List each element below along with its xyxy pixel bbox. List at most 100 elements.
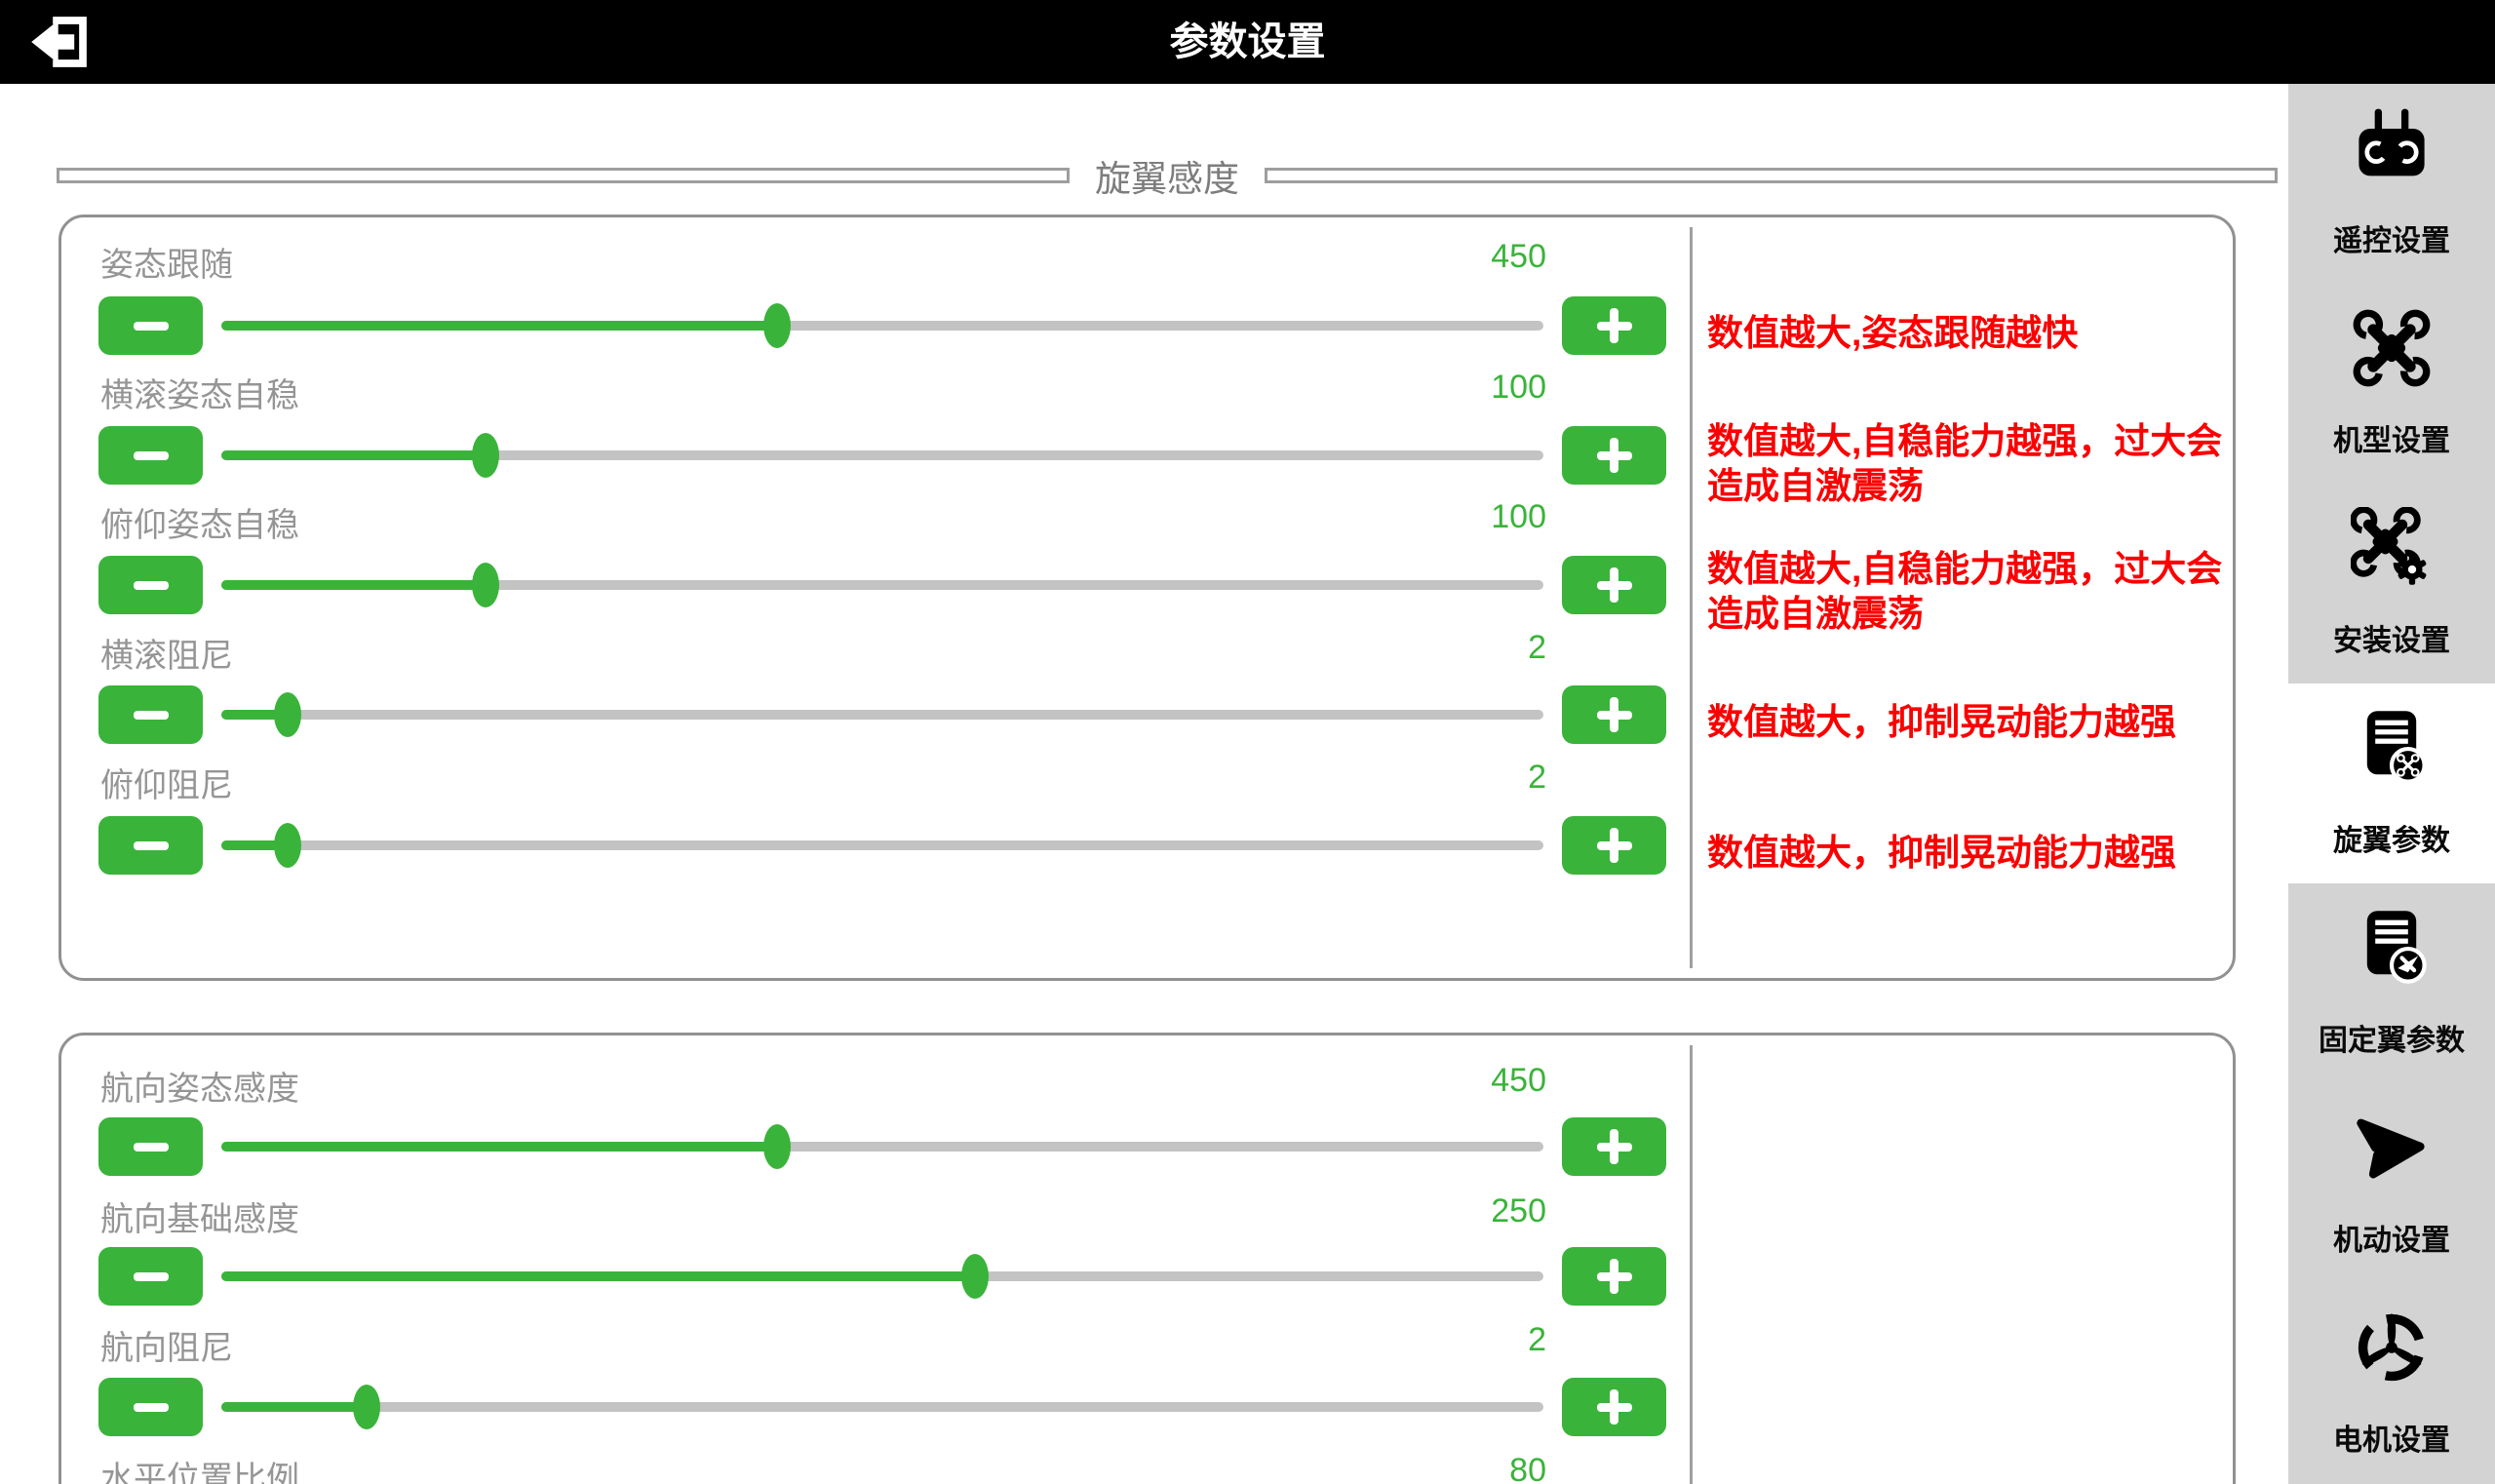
slider-fill	[221, 321, 777, 331]
param-note: 数值越大,自稳能力越强，过大会造成自激震荡	[1707, 549, 2223, 634]
slider-fill	[221, 710, 288, 720]
param-value: 80	[1509, 1452, 1546, 1484]
minus-icon	[133, 1271, 169, 1281]
slider-track[interactable]	[221, 563, 1543, 607]
maneuver-icon	[2351, 1107, 2433, 1189]
decrease-button[interactable]	[98, 685, 203, 744]
param-label: 水平位置比例	[100, 1461, 299, 1484]
decrease-button[interactable]	[98, 1247, 203, 1306]
slider-track[interactable]	[221, 1385, 1543, 1429]
param-value: 450	[1491, 238, 1546, 275]
increase-button[interactable]	[1562, 296, 1666, 355]
decrease-button[interactable]	[98, 1117, 203, 1176]
param-label: 横滚姿态自稳	[100, 377, 299, 414]
slider-fill	[221, 580, 487, 590]
decrease-button[interactable]	[98, 296, 203, 355]
increase-button[interactable]	[1562, 1117, 1666, 1176]
sidebar-item-maneuver-settings[interactable]: 机动设置	[2288, 1083, 2495, 1283]
minus-icon	[133, 840, 169, 850]
param-value: 100	[1491, 369, 1546, 406]
yaw-sensitivity-panel: 航向姿态感度 450 航向基础感度 250 航向阻尼 2 水平位置比例 80	[58, 1033, 2236, 1484]
param-label: 姿态跟随	[100, 247, 233, 284]
param-value: 250	[1491, 1192, 1546, 1230]
slider-thumb[interactable]	[472, 563, 500, 607]
slider-thumb[interactable]	[353, 1385, 381, 1429]
fixedwing-params-icon	[2351, 907, 2433, 989]
slider-fill	[221, 1142, 777, 1152]
sidebar-item-label: 机型设置	[2333, 425, 2450, 457]
param-value: 100	[1491, 498, 1546, 535]
back-button[interactable]	[29, 14, 94, 70]
panel-divider	[1690, 1045, 1693, 1484]
slider-track[interactable]	[221, 303, 1543, 348]
title-bar: 参数设置	[0, 0, 2495, 84]
slider-fill	[221, 450, 487, 460]
minus-icon	[133, 450, 169, 460]
slider-thumb[interactable]	[762, 1124, 791, 1169]
param-value: 2	[1528, 629, 1546, 666]
param-note: 数值越大，抑制晃动能力越强	[1707, 702, 2176, 742]
decrease-button[interactable]	[98, 426, 203, 485]
param-note: 数值越大,自稳能力越强，过大会造成自激震荡	[1707, 421, 2223, 506]
slider-thumb[interactable]	[273, 692, 301, 737]
rotor-params-icon	[2351, 707, 2433, 789]
sidebar-item-aircraft-type[interactable]: 机型设置	[2288, 284, 2495, 484]
increase-button[interactable]	[1562, 816, 1666, 875]
slider-track[interactable]	[221, 1254, 1543, 1299]
increase-button[interactable]	[1562, 1247, 1666, 1306]
sidebar-item-install-settings[interactable]: 安装设置	[2288, 484, 2495, 683]
increase-button[interactable]	[1562, 556, 1666, 614]
param-label: 航向基础感度	[100, 1201, 299, 1238]
install-gear-icon	[2350, 506, 2433, 589]
decrease-button[interactable]	[98, 816, 203, 875]
sidebar-item-label: 安装设置	[2333, 625, 2450, 657]
increase-button[interactable]	[1562, 685, 1666, 744]
sidebar-item-label: 机动设置	[2333, 1225, 2450, 1257]
motor-icon	[2351, 1307, 2433, 1388]
rotor-sensitivity-panel: 姿态跟随 450 数值越大,姿态跟随越快 横滚姿态自稳 100 数值越大,自稳能…	[58, 215, 2236, 981]
sidebar-item-label: 电机设置	[2333, 1425, 2450, 1457]
param-label: 俯仰阻尼	[100, 767, 233, 804]
minus-icon	[133, 1142, 169, 1152]
slider-thumb[interactable]	[762, 303, 791, 348]
param-note: 数值越大，抑制晃动能力越强	[1707, 833, 2176, 873]
increase-button[interactable]	[1562, 1378, 1666, 1436]
slider-track[interactable]	[221, 433, 1543, 478]
panel-divider	[1690, 227, 1693, 968]
slider-track[interactable]	[221, 1124, 1543, 1169]
slider-track[interactable]	[221, 823, 1543, 868]
param-value: 2	[1528, 1321, 1546, 1358]
decrease-button[interactable]	[98, 556, 203, 614]
param-note: 数值越大,姿态跟随越快	[1707, 313, 2079, 353]
slider-thumb[interactable]	[273, 823, 301, 868]
slider-thumb[interactable]	[472, 433, 500, 478]
section-title: 旋翼感度	[1095, 159, 1239, 199]
minus-icon	[133, 580, 169, 590]
sidebar-item-label: 遥控设置	[2333, 225, 2450, 257]
sidebar-item-motor-settings[interactable]: 电机设置	[2288, 1283, 2495, 1483]
section-header: 旋翼感度	[57, 154, 2278, 199]
page-title: 参数设置	[1169, 20, 1326, 63]
slider-track[interactable]	[221, 692, 1543, 737]
slider-thumb[interactable]	[960, 1254, 989, 1299]
sidebar-item-fixedwing-params[interactable]: 固定翼参数	[2288, 883, 2495, 1083]
slider-fill	[221, 1271, 975, 1281]
sidebar-item-label: 旋翼参数	[2333, 825, 2450, 857]
decrease-button[interactable]	[98, 1378, 203, 1436]
param-value: 2	[1528, 759, 1546, 796]
minus-icon	[133, 321, 169, 331]
remote-controller-icon	[2351, 107, 2433, 189]
slider-fill	[221, 1402, 368, 1412]
back-exit-icon	[29, 17, 94, 73]
header-rule-left	[57, 168, 1070, 183]
sidebar-item-rotor-params[interactable]: 旋翼参数	[2288, 683, 2495, 883]
param-label: 俯仰姿态自稳	[100, 507, 299, 544]
minus-icon	[133, 1402, 169, 1412]
minus-icon	[133, 710, 169, 720]
increase-button[interactable]	[1562, 426, 1666, 485]
sidebar-item-remote-settings[interactable]: 遥控设置	[2288, 84, 2495, 284]
header-rule-right	[1265, 168, 2278, 183]
param-value: 450	[1491, 1062, 1546, 1099]
param-label: 航向姿态感度	[100, 1071, 299, 1108]
